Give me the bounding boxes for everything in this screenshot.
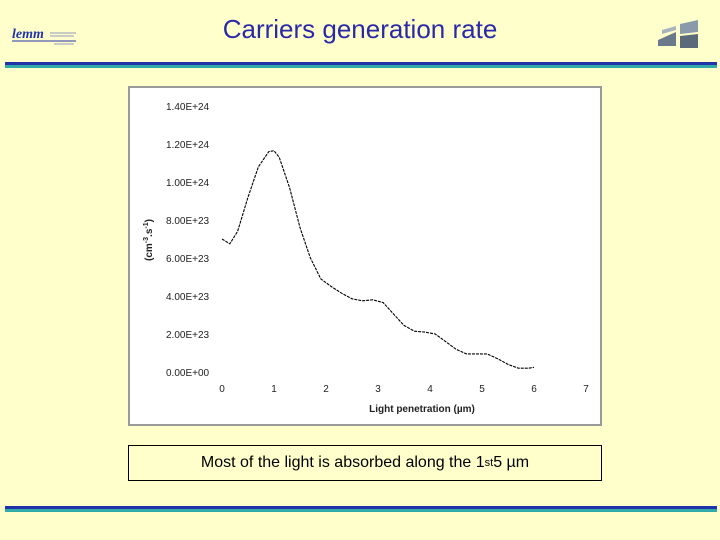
generation-rate-chart: 0.00E+00 2.00E+23 4.00E+23 6.00E+23 8.00E+23… — [143, 102, 589, 415]
header-rule — [5, 62, 717, 68]
x-tick-label: 4 — [427, 384, 433, 395]
caption-superscript: st — [484, 457, 494, 469]
y-tick-label: 4.00E+23 — [166, 292, 210, 303]
x-tick-label: 5 — [479, 384, 485, 395]
y-tick-label: 0.00E+00 — [166, 368, 210, 379]
university-logo — [658, 18, 698, 50]
x-tick-label: 1 — [271, 384, 277, 395]
x-tick-label: 2 — [323, 384, 329, 395]
series-line — [221, 150, 535, 369]
x-tick-label: 0 — [219, 384, 225, 395]
y-tick-label: 8.00E+23 — [166, 216, 210, 227]
caption-text: Most of the light is absorbed along the … — [200, 454, 485, 471]
slide-title: Carriers generation rate — [222, 14, 498, 44]
x-axis-label: Light penetration (µm) — [369, 404, 475, 415]
y-tick-label: 1.40E+24 — [166, 102, 210, 113]
lab-logo: lemm — [12, 27, 76, 45]
x-tick-label: 7 — [583, 384, 589, 395]
svg-text:lemm: lemm — [12, 27, 44, 42]
caption-box: Most of the light is absorbed along the … — [128, 445, 602, 481]
y-tick-label: 6.00E+23 — [166, 254, 210, 265]
y-axis-label: (cm-3.s-1) — [143, 219, 155, 261]
y-tick-label: 1.00E+24 — [166, 178, 210, 189]
y-tick-label: 1.20E+24 — [166, 140, 210, 151]
footer-rule — [5, 506, 717, 512]
x-tick-label: 6 — [531, 384, 537, 395]
chart-frame: 0.00E+00 2.00E+23 4.00E+23 6.00E+23 8.00E+23… — [128, 86, 602, 426]
caption-text-end: 5 µm — [493, 454, 530, 471]
y-tick-label: 2.00E+23 — [166, 330, 210, 341]
x-tick-label: 3 — [375, 384, 381, 395]
